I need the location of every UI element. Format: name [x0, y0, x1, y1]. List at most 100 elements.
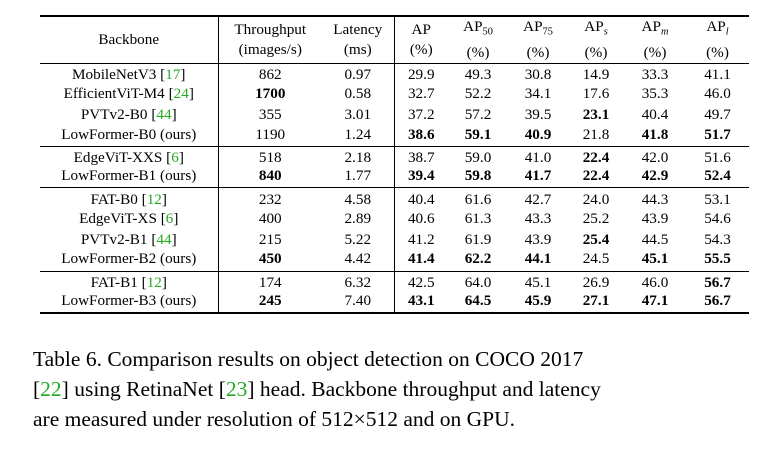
apl-cell: 56.7	[704, 291, 731, 309]
citation-link[interactable]: 6	[165, 210, 174, 228]
apm-cell: 47.1	[641, 291, 669, 309]
ap50-cell: 62.2	[464, 250, 492, 268]
apm-cell: 43.9	[641, 210, 669, 228]
ap75-cell: 42.7	[524, 190, 552, 208]
citation-link[interactable]: 12	[146, 273, 162, 291]
apl-cell: 49.7	[704, 106, 731, 124]
header-ap50: AP50 (%)	[463, 18, 493, 61]
ap-cell: 38.6	[407, 125, 435, 143]
apl-cell: 53.1	[704, 190, 731, 208]
backbone-cell: LowFormer-B3 (ours)	[40, 291, 219, 313]
throughput-cell: 1700	[255, 85, 286, 103]
backbone-cell: LowFormer-B2 (ours)	[40, 250, 219, 272]
throughput-cell: 174	[258, 273, 282, 291]
ap-cell: 43.1	[407, 291, 435, 309]
ap75-cell: 41.7	[524, 167, 552, 185]
apm-cell: 42.9	[641, 167, 669, 185]
citation-link[interactable]: 23	[225, 377, 248, 401]
ap50-cell: 59.8	[464, 167, 492, 185]
ap-cell: 37.2	[407, 106, 435, 124]
throughput-cell: 1190	[255, 125, 286, 143]
caption-line-3: are measured under resolution of 512×512…	[33, 407, 516, 431]
latency-cell: 5.22	[322, 229, 395, 251]
backbone-cell: MobileNetV3 [17]	[40, 63, 219, 84]
table-row: EdgeViT-XXS [6] 518 2.18 38.7 59.0 41.0 22.4 42…	[40, 146, 749, 168]
caption-line-2: [22] using RetinaNet [23] head. Backbone…	[33, 377, 601, 401]
throughput-cell: 518	[258, 148, 282, 166]
ap75-cell: 45.1	[524, 273, 552, 291]
latency-cell: 4.42	[322, 250, 395, 272]
aps-cell: 25.4	[582, 230, 610, 248]
table-row: LowFormer-B1 (ours) 840 1.77 39.4 59.8 41.7 22…	[40, 167, 749, 188]
table-row: LowFormer-B2 (ours) 450 4.42 41.4 62.2 44.1 24…	[40, 250, 749, 272]
apm-cell: 41.8	[641, 125, 669, 143]
apm-cell: 44.3	[641, 190, 669, 208]
ap75-cell: 43.3	[524, 210, 552, 228]
ap75-cell: 45.9	[524, 291, 552, 309]
table-row: LowFormer-B0 (ours) 1190 1.24 38.6 59.1 40.9 2…	[40, 125, 749, 147]
ap-cell: 38.7	[407, 148, 435, 166]
ap50-cell: 64.0	[464, 273, 492, 291]
citation-link[interactable]: 6	[171, 148, 179, 166]
ap-cell: 41.2	[407, 230, 435, 248]
citation-link[interactable]: 24	[173, 85, 189, 103]
latency-cell: 4.58	[322, 187, 395, 209]
apl-cell: 51.7	[704, 125, 731, 143]
aps-cell: 22.4	[582, 148, 610, 166]
table-group-2: EdgeViT-XXS [6] 518 2.18 38.7 59.0 41.0 22.4 42…	[40, 146, 749, 188]
ap50-cell: 57.2	[464, 106, 492, 124]
apm-cell: 33.3	[641, 65, 669, 83]
ap75-cell: 30.8	[524, 65, 552, 83]
citation-link[interactable]: 22	[40, 377, 62, 401]
ap75-cell: 34.1	[524, 85, 552, 103]
apl-cell: 55.5	[704, 250, 731, 268]
header-ap75: AP75 (%)	[523, 18, 553, 61]
ap-cell: 39.4	[407, 167, 435, 185]
header-backbone: Backbone	[40, 16, 219, 64]
table-group-3: FAT-B0 [12] 232 4.58 40.4 61.6 42.7 24.0 44.3 53…	[40, 187, 749, 272]
ap50-cell: 64.5	[464, 291, 492, 309]
header-row: Backbone Throughput (images/s) Latency (ms…	[40, 16, 749, 64]
citation-link[interactable]: 44	[156, 230, 172, 248]
aps-cell: 26.9	[582, 273, 610, 291]
table-row: MobileNetV3 [17] 862 0.97 29.9 49.3 30.8 14.9 3…	[40, 63, 749, 84]
backbone-cell: EfficientViT-M4 [24]	[40, 83, 219, 105]
table-row: FAT-B1 [12] 174 6.32 42.5 64.0 45.1 26.9 46.0 56…	[40, 271, 749, 292]
citation-link[interactable]: 12	[146, 190, 162, 208]
throughput-cell: 232	[258, 190, 282, 208]
header-apm: APm (%)	[641, 18, 669, 61]
apm-cell: 46.0	[641, 273, 669, 291]
backbone-cell: FAT-B1 [12]	[40, 271, 219, 292]
apm-cell: 40.4	[641, 106, 669, 124]
apm-cell: 45.1	[641, 250, 669, 268]
ap50-cell: 59.1	[464, 125, 492, 143]
table-row: PVTv2-B1 [44] 215 5.22 41.2 61.9 43.9 25.4 44.5…	[40, 229, 749, 251]
aps-cell: 21.8	[582, 125, 610, 143]
aps-cell: 22.4	[582, 167, 610, 185]
aps-cell: 23.1	[582, 106, 610, 124]
ap75-cell: 39.5	[524, 106, 552, 124]
table-row: FAT-B0 [12] 232 4.58 40.4 61.6 42.7 24.0 44.3 53…	[40, 187, 749, 209]
header-aps: APs (%)	[584, 18, 608, 61]
throughput-cell: 840	[258, 167, 282, 185]
throughput-cell: 215	[258, 230, 282, 248]
table-row: LowFormer-B3 (ours) 245 7.40 43.1 64.5 45.9 27…	[40, 291, 749, 313]
throughput-cell: 450	[258, 250, 282, 268]
results-table-container: Backbone Throughput (images/s) Latency (ms…	[40, 15, 749, 314]
latency-cell: 1.77	[322, 167, 395, 188]
header-latency: Latency (ms)	[322, 16, 395, 64]
header-ap: AP (%)	[409, 20, 433, 58]
table-caption: Table 6. Comparison results on object de…	[33, 344, 753, 434]
throughput-cell: 400	[258, 210, 282, 228]
citation-link[interactable]: 17	[165, 65, 181, 83]
apl-cell: 54.6	[704, 210, 731, 228]
results-table: Backbone Throughput (images/s) Latency (ms…	[40, 15, 749, 314]
header-throughput: Throughput (images/s)	[234, 20, 307, 58]
citation-link[interactable]: 44	[156, 106, 172, 124]
ap75-cell: 43.9	[524, 230, 552, 248]
ap-cell: 41.4	[407, 250, 435, 268]
latency-cell: 2.18	[322, 146, 395, 168]
ap-cell: 32.7	[407, 85, 435, 103]
table-group-4: FAT-B1 [12] 174 6.32 42.5 64.0 45.1 26.9 46.0 56…	[40, 271, 749, 313]
backbone-cell: PVTv2-B0 [44]	[40, 104, 219, 126]
